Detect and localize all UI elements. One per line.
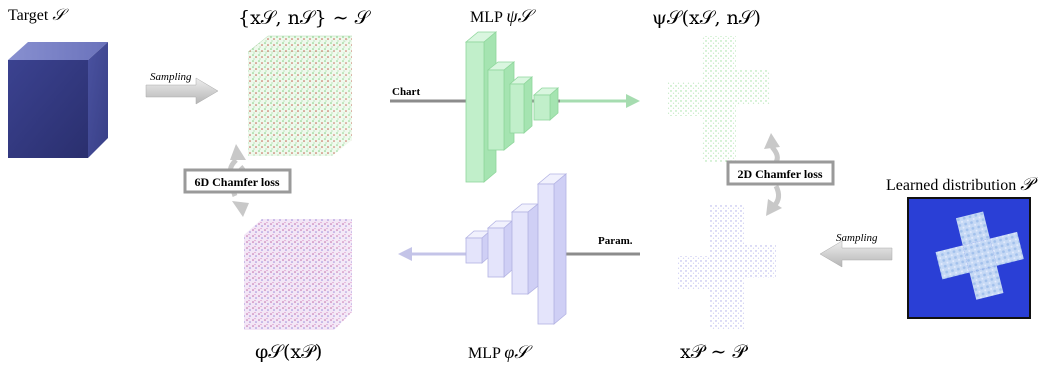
green-pointcloud-cube (247, 35, 353, 156)
chamfer-2d-label: 2D Chamfer loss (737, 167, 822, 181)
mlp-chart-label: MLP ψ𝒮 (470, 6, 536, 26)
sampling-left-label: Sampling (150, 71, 192, 83)
pink-reconstruction-cube (244, 219, 352, 330)
chamfer-6d-box: 6D Chamfer loss (183, 144, 292, 217)
pointcloud-title: {x𝒮, n𝒮} ∼ 𝒮 (238, 7, 372, 29)
learned-distribution-label: Learned distribution 𝒫 (886, 174, 1038, 194)
chart-arrow-label: Chart (392, 86, 420, 98)
chart-cross-green (668, 36, 770, 162)
param-mlp (464, 173, 568, 325)
target-cube (8, 42, 108, 158)
learned-distribution-image (907, 197, 1031, 319)
target-label: Target 𝒮 (8, 7, 69, 24)
chart-output-title: ψ𝒮(x𝒮, n𝒮) (652, 7, 761, 29)
chart-mlp (464, 31, 560, 183)
param-arrow-label: Param. (598, 235, 633, 247)
param-input-title: x𝒫 ∼ 𝒫 (680, 341, 748, 363)
chamfer-2d-box: 2D Chamfer loss (726, 133, 835, 216)
chamfer-6d-label: 6D Chamfer loss (194, 175, 279, 189)
sampling-arrow-left: Sampling (145, 71, 219, 105)
reconstruction-title: φ𝒮(x𝒫) (255, 341, 322, 363)
sampling-arrow-right: Sampling (819, 232, 893, 268)
sampling-right-label: Sampling (836, 232, 878, 244)
mlp-param-label: MLP φ𝒮 (468, 342, 533, 362)
param-cross-blue (678, 205, 776, 330)
